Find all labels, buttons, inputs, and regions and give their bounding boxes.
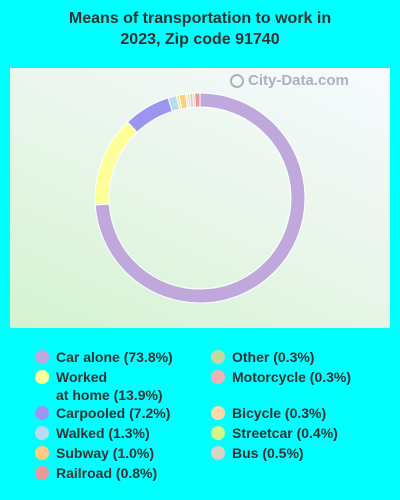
donut-slice-carpooled [126,97,173,133]
chart-title-line-2: 2023, Zip code 91740 [120,31,280,48]
watermark: City-Data.com [230,72,349,89]
watermark-text: City-Data.com [248,72,349,89]
chart-title: Means of transportation to work in 2023,… [0,8,400,50]
donut-slice-worked-at-home [94,121,138,206]
chart-panel [10,68,390,328]
chart-title-line-1: Means of transportation to work in [68,10,332,27]
donut-slice-railroad [194,92,201,108]
magnifier-icon [230,73,244,88]
